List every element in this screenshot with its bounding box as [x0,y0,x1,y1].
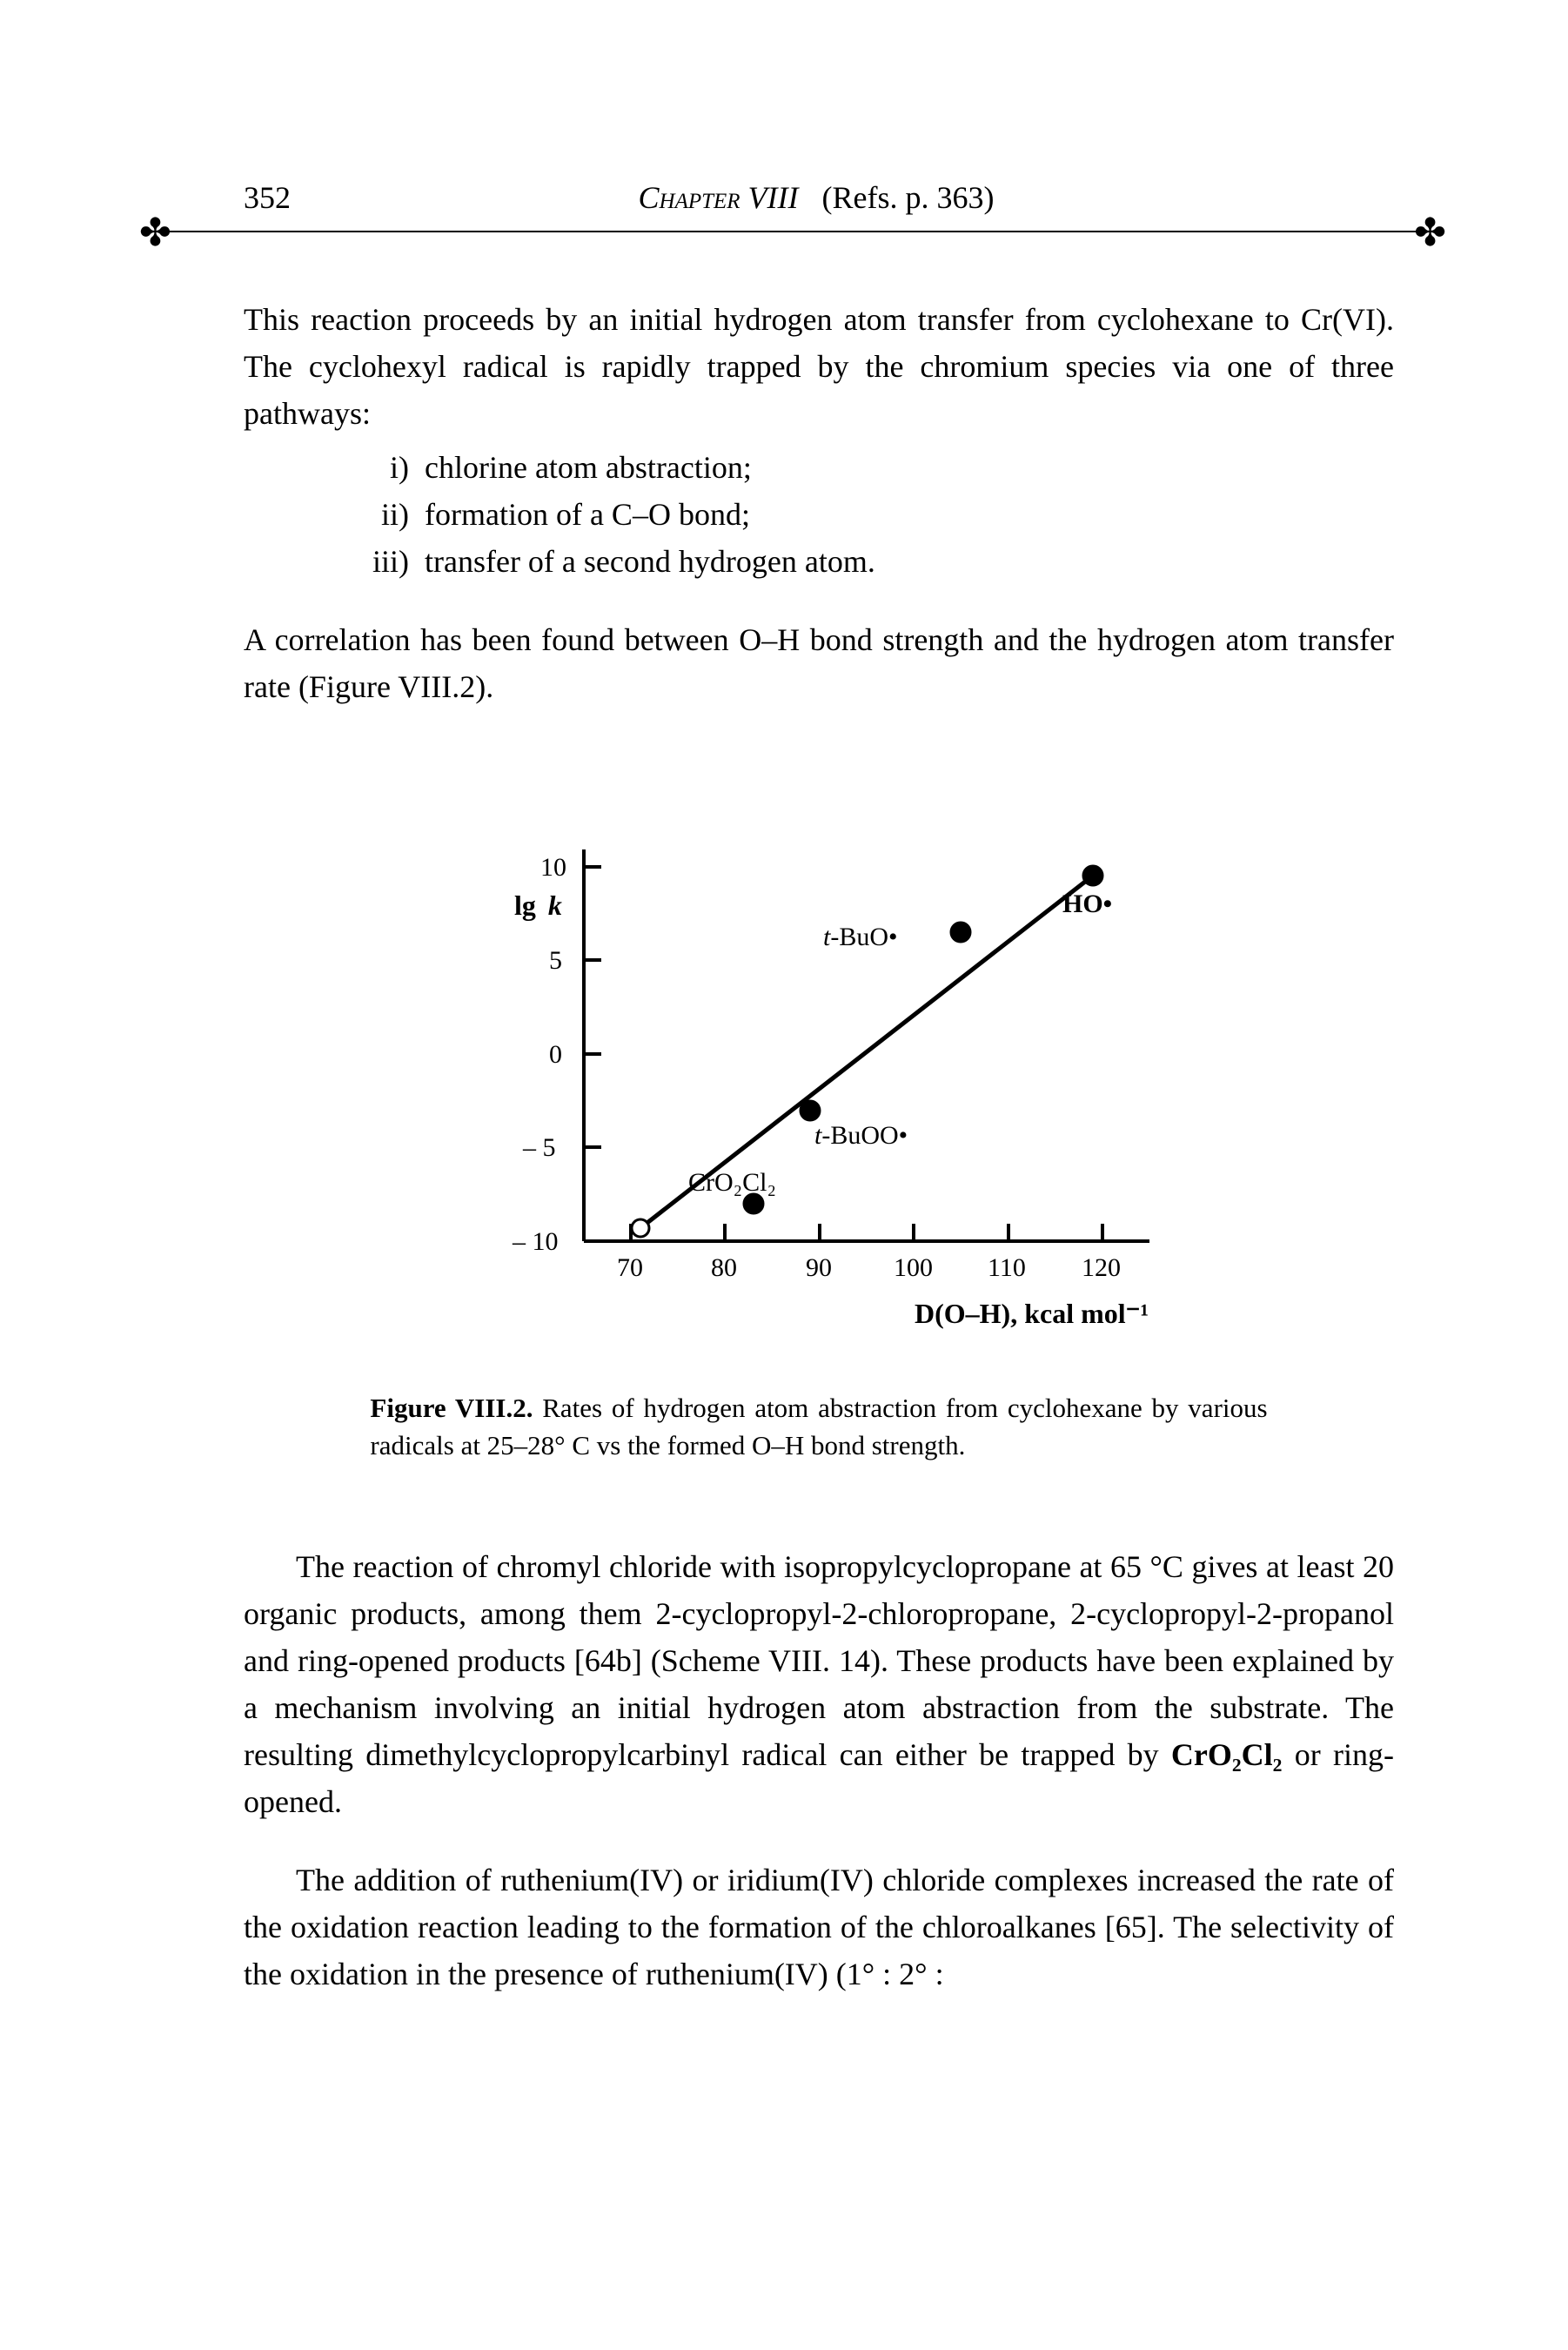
paragraph-3: The reaction of chromyl chloride with is… [244,1543,1394,1825]
x-tick-label: 120 [1082,1253,1121,1282]
list-marker: ii) [348,491,425,538]
x-tick-label: 100 [894,1253,933,1282]
point-label-tbuo: t-BuO• [823,923,898,951]
point-label-ho: HO• [1062,890,1112,918]
figure-8-2: lg k 10 5 0 – 5 – 10 70 80 [244,789,1394,1354]
list-text: formation of a C–O bond; [425,491,1394,538]
paragraph-4: The addition of ruthenium(IV) or iridium… [244,1856,1394,1998]
chapter-label: Chapter VIII [639,180,799,215]
x-axis-label: D(O–H), kcal mol⁻¹ [915,1298,1149,1329]
y-axis-label-prefix: lg [514,890,536,921]
y-tick-label: 5 [549,946,562,975]
y-tick-label: 0 [549,1040,562,1069]
list-marker: iii) [348,538,425,585]
list-item: iii) transfer of a second hydrogen atom. [348,538,1394,585]
list-item: ii) formation of a C–O bond; [348,491,1394,538]
y-axis-label-italic: k [548,890,562,921]
paragraph-1: This reaction proceeds by an initial hyd… [244,296,1394,437]
x-tick-label: 70 [617,1253,643,1282]
paragraph-2: A correlation has been found between O–H… [244,616,1394,710]
list-text: transfer of a second hydrogen atom. [425,538,1394,585]
pathway-list: i) chlorine atom abstraction; ii) format… [348,444,1394,585]
flourish-right-icon: ✤ [1414,214,1446,252]
x-tick-label: 110 [988,1253,1026,1282]
x-tick-label: 80 [711,1253,737,1282]
y-tick-label: – 5 [522,1133,556,1162]
page-number: 352 [244,174,291,221]
para3-bold: CrO₂Cl₂ [1171,1737,1283,1772]
page-header: 352 Chapter VIII (Refs. p. 363) [244,174,1394,221]
figure-caption: Figure VIII.2. Rates of hydrogen atom ab… [370,1389,1267,1465]
list-text: chlorine atom abstraction; [425,444,1394,491]
chart-svg: lg k 10 5 0 – 5 – 10 70 80 [419,789,1219,1354]
chapter-heading: Chapter VIII (Refs. p. 363) [291,174,1342,221]
point-label-tbuoo: t-BuOO• [814,1121,908,1150]
x-tick-label: 90 [806,1253,832,1282]
page: 352 Chapter VIII (Refs. p. 363) ✤ ✤ This… [0,0,1568,2350]
list-item: i) chlorine atom abstraction; [348,444,1394,491]
point-label-cro2cl2: CrO₂Cl₂ [688,1168,776,1197]
flourish-left-icon: ✤ [139,214,171,252]
header-rule: ✤ ✤ [244,226,1394,235]
figure-caption-lead: Figure VIII.2. [370,1393,533,1423]
y-tick-label: 10 [540,853,566,882]
refs-label: (Refs. p. 363) [822,180,995,215]
svg-text:lg k: lg k [514,890,562,921]
list-marker: i) [348,444,425,491]
y-tick-label: – 10 [512,1227,559,1256]
